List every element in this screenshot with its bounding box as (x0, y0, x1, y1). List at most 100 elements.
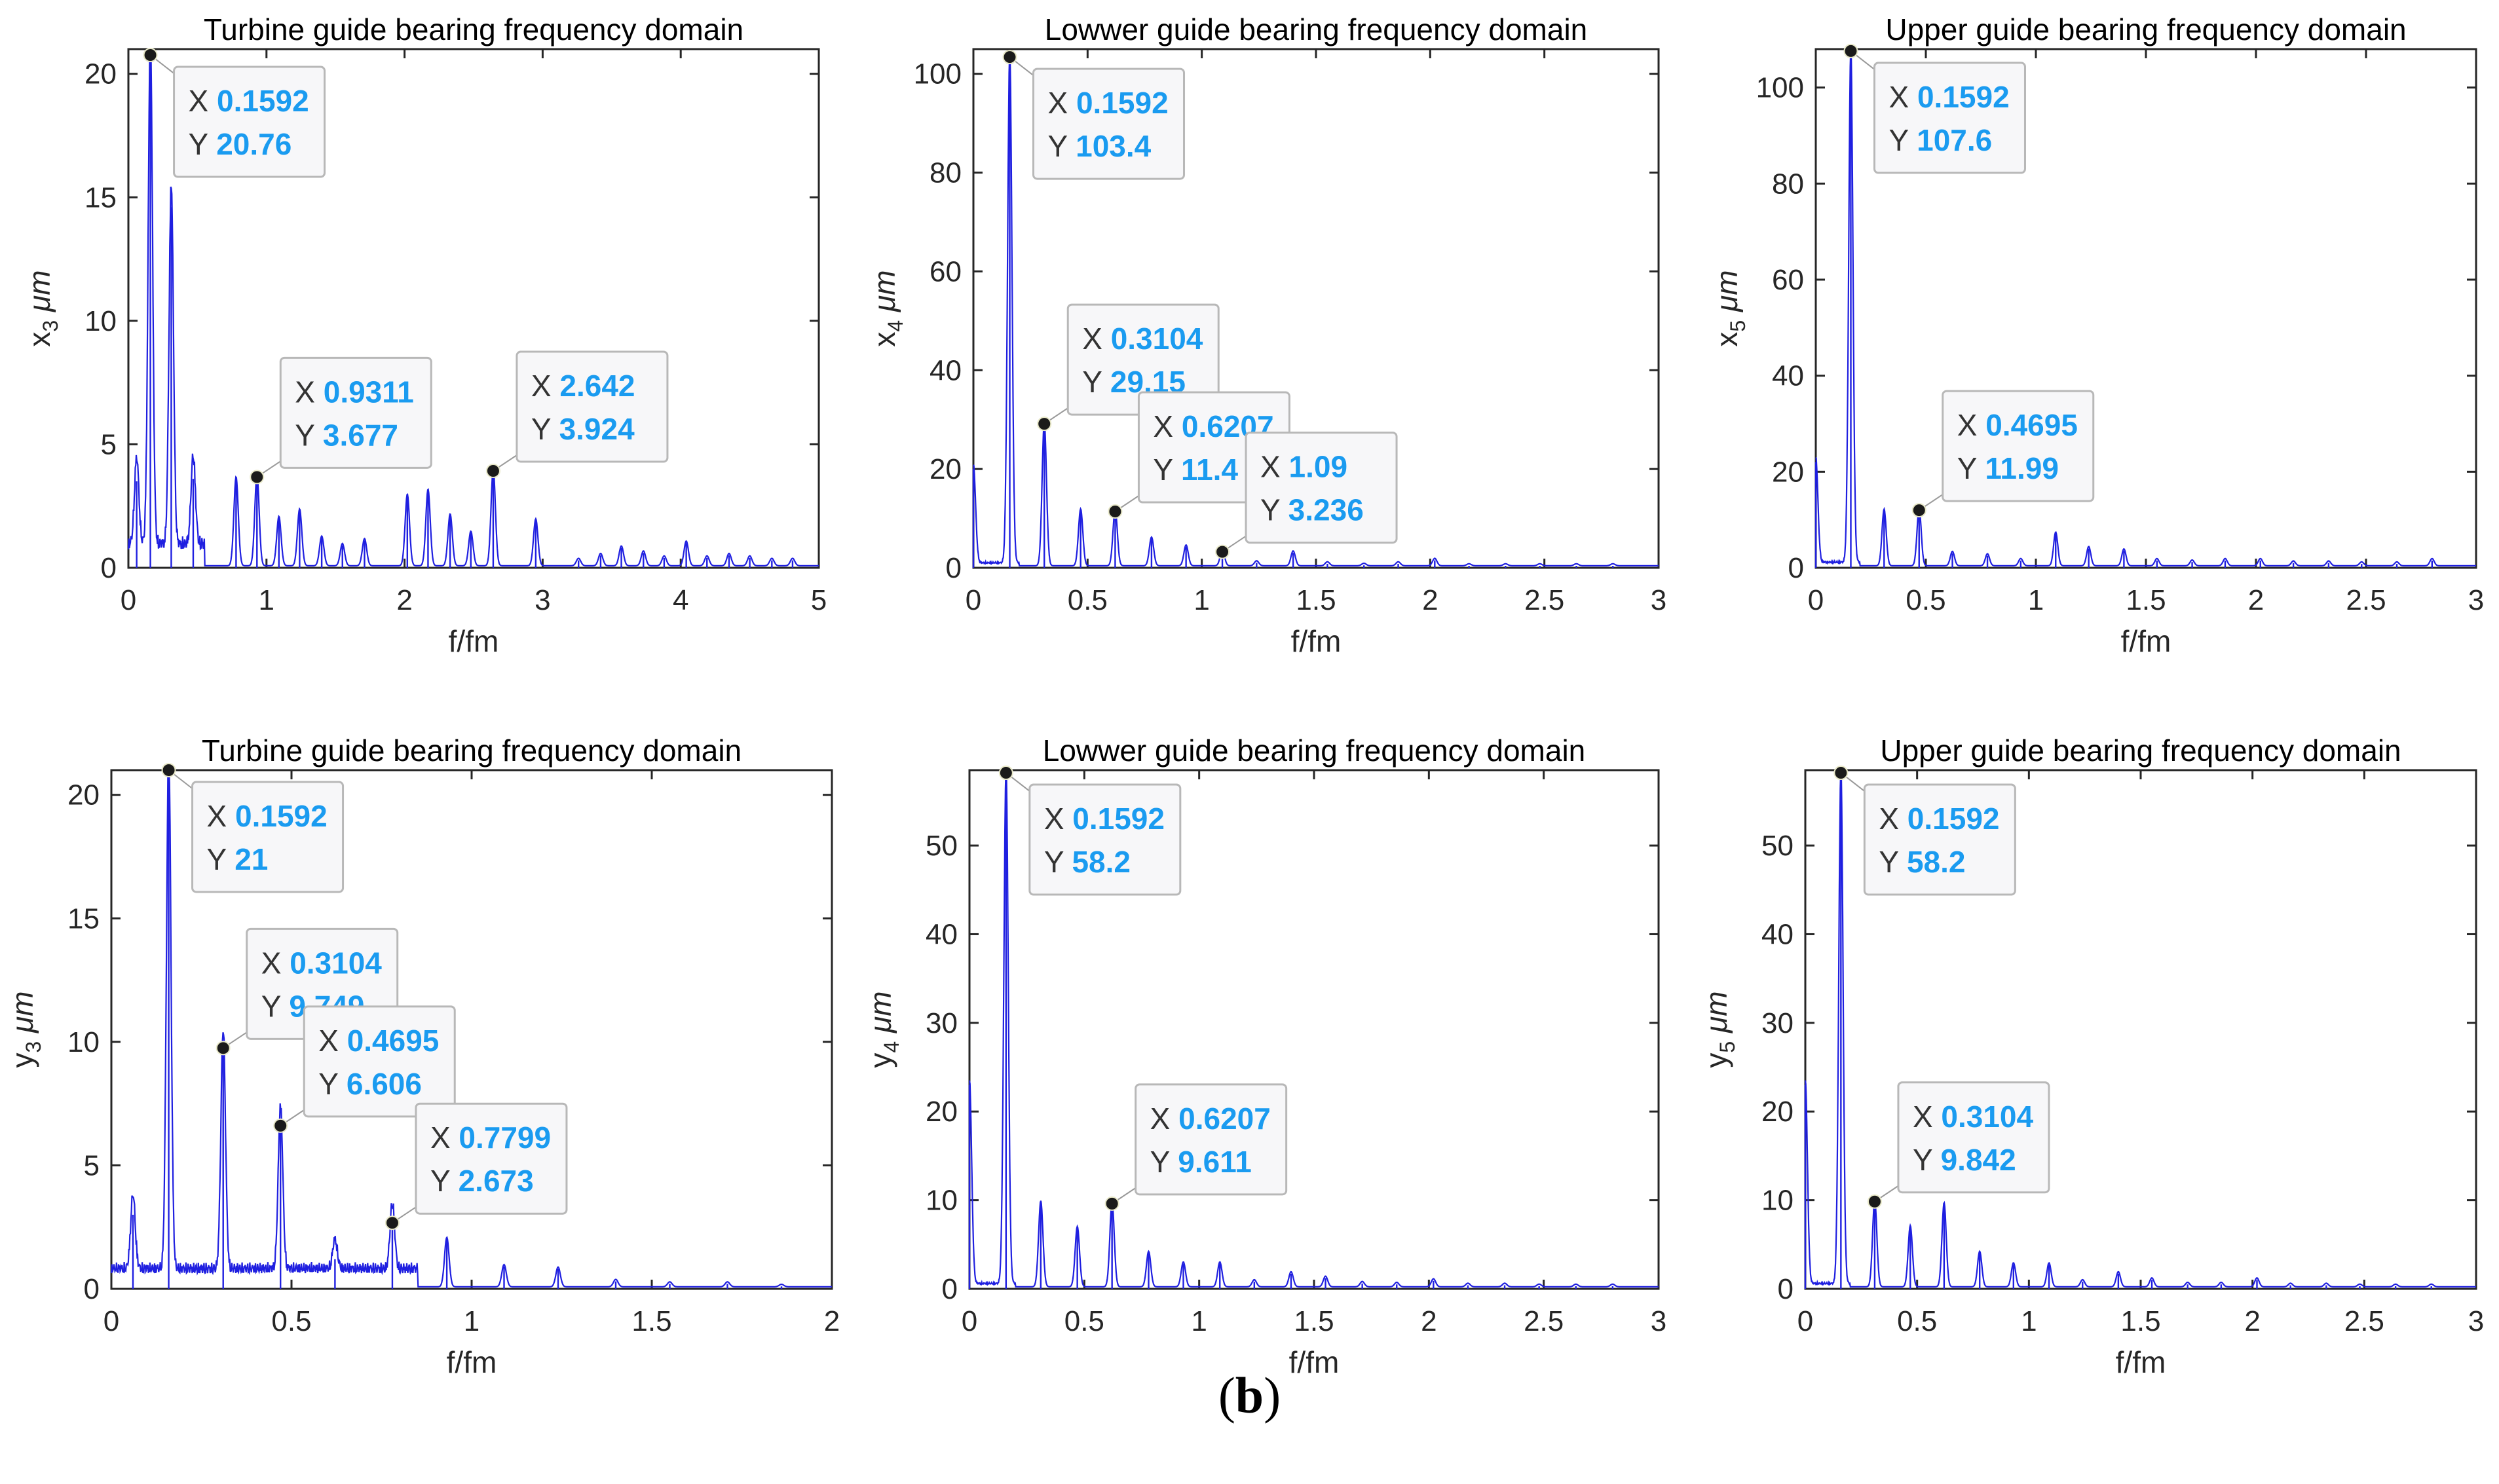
data-tip-marker (1843, 43, 1858, 58)
x-axis-label: f/fm (1289, 1345, 1340, 1379)
data-tip-x-value: 2.642 (559, 369, 635, 403)
x-tick-label: 0 (1808, 584, 1824, 616)
y-tick-label: 20 (85, 58, 117, 90)
x-tick-label: 2 (2248, 584, 2264, 616)
y-axis-label-unit: μm (867, 270, 901, 320)
chart-panel-2: 0 0.5 1 1.5 2 2.5 3 0 20 40 60 80 100 Lowwer guide be… (867, 12, 1666, 658)
y-tick-label: 100 (1756, 72, 1804, 104)
data-tip-x-value: 0.4695 (1985, 408, 2078, 442)
data-tip-y-key: Y (1153, 453, 1181, 487)
data-tip-y: Y 3.924 (531, 412, 635, 446)
data-tip-x-value: 0.6207 (1178, 1102, 1271, 1136)
caption-close: ) (1264, 1367, 1281, 1424)
data-tip-x-value: 0.3104 (1111, 322, 1203, 356)
data-tip-y: Y 20.76 (189, 127, 292, 161)
data-tip-x-value: 0.1592 (235, 799, 328, 833)
y-tick-label: 60 (1772, 264, 1804, 296)
x-tick-label: 0 (966, 584, 981, 616)
data-tip-box (415, 1102, 568, 1215)
x-tick-label: 2.5 (1524, 584, 1564, 616)
data-tip-y-value: 3.236 (1288, 493, 1364, 527)
data-tip-y: Y 3.677 (295, 418, 398, 452)
data-tip-x: X 0.3104 (261, 946, 383, 980)
data-tip-marker (1104, 1196, 1119, 1211)
x-tick-label: 0.5 (1906, 584, 1945, 616)
data-tip-marker (143, 48, 158, 63)
x-tick-label: 2.5 (1524, 1305, 1564, 1337)
data-tip-y: Y 21 (207, 842, 269, 876)
x-tick-label: 0 (1797, 1305, 1813, 1337)
data-tip-marker (1867, 1194, 1882, 1209)
data-tip-x: X 0.1592 (1888, 80, 2009, 114)
data-tip: X 1.09Y 3.236 (1215, 432, 1398, 559)
x-axis-label: f/fm (2116, 1345, 2166, 1379)
x-tick-label: 0 (103, 1305, 119, 1337)
data-tip-box (1873, 62, 2026, 174)
x-tick-label: 1.5 (2120, 1305, 2160, 1337)
data-tip-marker (216, 1041, 231, 1056)
y-tick-label: 0 (84, 1273, 100, 1305)
data-tip-x-key: X (1082, 322, 1110, 356)
data-tip-x: X 0.1592 (1044, 802, 1165, 836)
data-tip-y-key: Y (1150, 1145, 1178, 1179)
y-tick-label: 80 (930, 157, 962, 189)
data-tip-x: X 0.4695 (318, 1024, 439, 1058)
x-axis-label: f/fm (1291, 624, 1342, 658)
data-tip-x-value: 0.1592 (1076, 86, 1169, 120)
spectrum-line (973, 53, 1659, 566)
data-tip-x-value: 0.7799 (459, 1121, 551, 1155)
y-axis-label-sub: 4 (880, 1041, 903, 1053)
data-tip-box (303, 1005, 456, 1118)
data-tip-x-key: X (1150, 1102, 1178, 1136)
y-tick-label: 60 (930, 255, 962, 288)
data-tip-y-value: 20.76 (216, 127, 291, 161)
x-tick-label: 4 (673, 584, 688, 616)
data-tip-marker (273, 1118, 288, 1133)
data-tip-box (173, 65, 326, 178)
x-tick-label: 2.5 (2346, 584, 2386, 616)
x-tick-label: 2 (824, 1305, 840, 1337)
y-axis-label-sub: 5 (1716, 1041, 1739, 1053)
data-tip-x: X 0.9311 (295, 375, 414, 409)
y-axis-label-base: y (5, 1053, 39, 1068)
data-tip-x-key: X (1957, 408, 1985, 442)
x-tick-label: 1 (259, 584, 274, 616)
data-tip-x-key: X (189, 84, 217, 118)
x-tick-label: 1.5 (1294, 1305, 1334, 1337)
data-tip-y-key: Y (318, 1067, 347, 1101)
data-tip-x-key: X (531, 369, 559, 403)
y-tick-label: 10 (67, 1026, 100, 1058)
data-tip-x-key: X (430, 1121, 459, 1155)
y-axis-label: x5 μm (1710, 270, 1750, 346)
x-tick-label: 0 (962, 1305, 977, 1337)
data-tip-y-value: 2.673 (459, 1164, 534, 1198)
data-tip-y: Y 11.99 (1957, 451, 2059, 485)
chart-panel-1: 0 1 2 3 4 5 0 5 10 15 20 Turbine guide bearing freq… (22, 12, 827, 658)
data-tip-y-key: Y (1957, 451, 1985, 485)
y-tick-label: 20 (1761, 1096, 1794, 1128)
y-tick-label: 5 (84, 1149, 100, 1181)
x-tick-label: 3 (535, 584, 550, 616)
data-tip-box (279, 356, 432, 469)
data-tip-x: X 0.1592 (1879, 802, 1999, 836)
caption-letter: b (1235, 1367, 1264, 1424)
spectrum-line (110, 769, 832, 1288)
data-tip-x: X 0.7799 (430, 1121, 551, 1155)
x-tick-label: 3 (2468, 1305, 2484, 1337)
y-axis-label-unit: μm (22, 270, 56, 320)
y-axis-label: x4 μm (867, 270, 907, 346)
data-tip-y: Y 11.4 (1153, 453, 1238, 487)
y-axis-label-unit: μm (5, 991, 39, 1041)
data-tip-y: Y 58.2 (1044, 845, 1131, 879)
data-tip-y-key: Y (1260, 493, 1288, 527)
y-axis-label-sub: 5 (1726, 320, 1750, 332)
chart-title: Upper guide bearing frequency domain (1880, 733, 2401, 768)
y-tick-label: 15 (67, 902, 100, 935)
